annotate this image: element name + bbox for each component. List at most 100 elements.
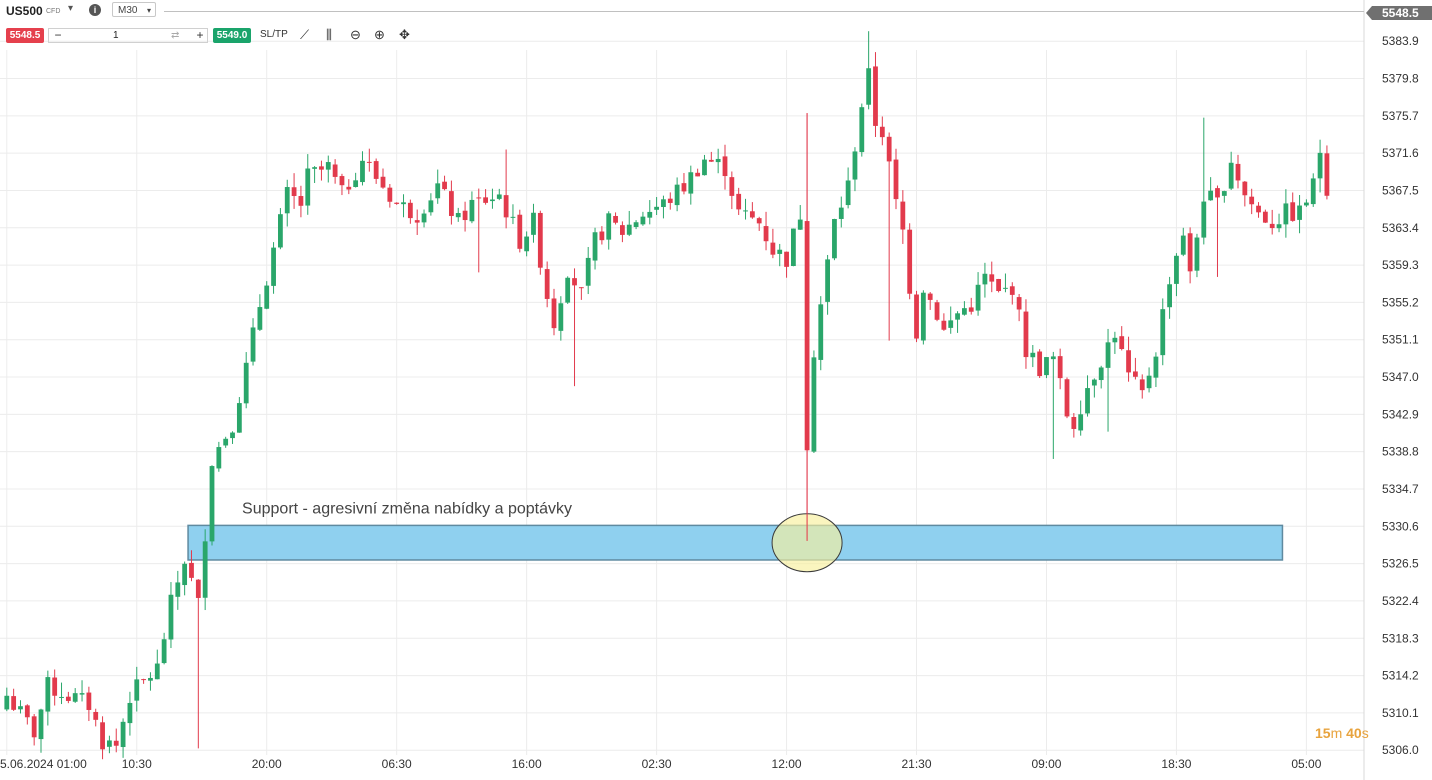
candle-body-up [1310, 178, 1316, 205]
candle-body-down [749, 211, 755, 218]
candle-body-down [1023, 311, 1029, 358]
countdown-seconds: 40 [1346, 725, 1362, 741]
quantity-stepper[interactable]: − 1 ⇄ + [48, 28, 208, 43]
candle-body-down [93, 711, 99, 720]
candle-body-down [934, 302, 940, 320]
candle-body-up [230, 432, 235, 439]
decrease-button[interactable]: − [54, 28, 62, 42]
candle-body-down [544, 269, 550, 299]
candle-body-up [120, 721, 126, 748]
sltp-button[interactable]: SL/TP [260, 29, 288, 40]
chevron-down-icon: ▾ [146, 6, 151, 15]
candle-body-up [592, 232, 598, 261]
y-tick-label: 5375.7 [1382, 109, 1419, 123]
candle-body-up [1146, 375, 1152, 389]
y-tick-label: 5383.9 [1382, 34, 1419, 48]
candle-body-up [236, 403, 242, 433]
sell-button[interactable]: 5548.5 [6, 28, 44, 43]
y-tick-label: 5326.5 [1382, 557, 1419, 571]
candle-body-up [1044, 357, 1049, 376]
candle-body-up [1105, 342, 1111, 368]
line-chart-icon[interactable]: ⟋ [300, 27, 310, 42]
candles-icon[interactable]: ⫼ [326, 27, 332, 42]
candle-body-up [743, 210, 748, 212]
countdown-sec-unit: s [1361, 725, 1369, 741]
candle-body-up [777, 249, 783, 254]
info-icon[interactable]: i [89, 4, 101, 16]
candle-body-down [503, 195, 509, 218]
crosshair-icon[interactable]: ✥ [399, 27, 410, 42]
candle-body-down [100, 722, 105, 750]
candle-body-down [65, 696, 71, 701]
swap-icon[interactable]: ⇄ [171, 30, 180, 41]
candle-body-down [667, 198, 673, 203]
candle-body-up [18, 706, 23, 710]
candle-body-up [312, 167, 317, 169]
candle-body-up [401, 202, 406, 205]
candle-body-up [825, 259, 830, 302]
candle-body-down [414, 220, 420, 223]
candle-body-up [1283, 203, 1289, 225]
candle-body-down [1057, 356, 1063, 379]
instrument-type-label: CFD [46, 8, 61, 15]
candle-body-down [1290, 202, 1296, 221]
x-tick-label: 09:00 [1031, 757, 1061, 771]
buy-button[interactable]: 5549.0 [213, 28, 251, 43]
candle-body-up [243, 362, 249, 404]
symbol-label[interactable]: US500 [6, 4, 43, 18]
candle-body-up [209, 466, 215, 542]
candle-body-up [182, 563, 188, 586]
countdown-minutes: 15 [1315, 725, 1331, 741]
candle-body-up [421, 213, 427, 223]
candle-body-down [551, 298, 557, 329]
zoom-in-icon[interactable]: ⊕ [374, 27, 385, 42]
quantity-input[interactable]: 1 [113, 30, 119, 41]
candle-body-up [305, 168, 311, 206]
candle-body-down [756, 218, 762, 224]
candle-body-up [715, 158, 721, 163]
candle-body-up [838, 207, 844, 219]
increase-button[interactable]: + [196, 28, 204, 42]
candle-body-down [407, 202, 413, 219]
y-tick-label: 5322.4 [1382, 594, 1419, 608]
candle-body-down [1324, 153, 1330, 196]
y-tick-label: 5359.3 [1382, 258, 1419, 272]
symbol-dropdown-icon[interactable]: ▾ [68, 3, 74, 14]
candle-body-down [1269, 223, 1275, 229]
candle-body-down [1215, 188, 1220, 198]
candle-body-down [291, 187, 297, 197]
candle-body-up [982, 273, 988, 285]
candle-body-down [620, 225, 625, 235]
candle-body-up [1085, 388, 1090, 414]
candle-body-down [695, 172, 701, 177]
candle-body-up [1050, 356, 1056, 360]
candle-body-up [428, 200, 434, 213]
candle-body-down [31, 716, 37, 738]
candle-body-down [332, 164, 338, 177]
y-tick-label: 5334.7 [1382, 482, 1419, 496]
candle-body-up [1201, 201, 1207, 238]
candle-body-down [449, 191, 454, 216]
candle-body-down [1037, 351, 1043, 377]
candle-body-down [476, 197, 482, 199]
candle-body-down [996, 278, 1001, 292]
candle-body-down [366, 161, 372, 163]
timeframe-select[interactable]: M30 ▾ [112, 2, 156, 17]
candle-body-up [510, 216, 516, 218]
candle-body-up [1078, 414, 1084, 431]
candle-body-down [927, 293, 933, 300]
x-tick-label: 05:00 [1291, 757, 1321, 771]
support-zone-label: Support - agresivní změna nabídky a popt… [242, 500, 572, 517]
candle-body-up [1030, 352, 1036, 358]
candle-body-down [900, 201, 906, 230]
candle-body-up [626, 224, 632, 235]
candle-body-down [873, 66, 878, 126]
candle-body-up [4, 695, 10, 710]
candle-body-up [1160, 309, 1166, 356]
countdown-min-unit: m [1330, 725, 1343, 741]
zoom-out-icon[interactable]: ⊖ [350, 27, 361, 42]
y-tick-label: 5338.8 [1382, 445, 1419, 459]
candle-body-up [1208, 190, 1214, 201]
candle-body-down [394, 202, 400, 204]
